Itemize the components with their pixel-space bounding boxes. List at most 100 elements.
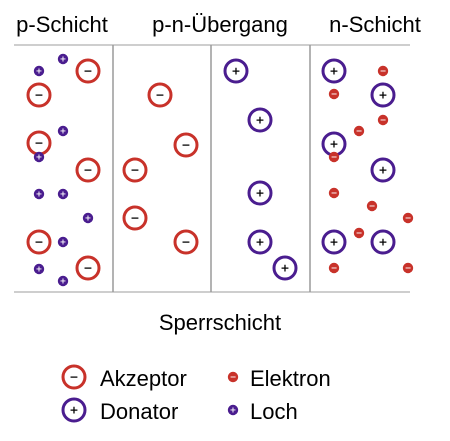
donor-particle-35-sign: + — [378, 164, 387, 177]
legend-donor-symbol-sign: + — [69, 404, 78, 417]
donor-particle-40: + — [370, 229, 396, 255]
donor-particle-23: + — [247, 107, 273, 133]
donor-particle-25-sign: + — [255, 236, 264, 249]
acceptor-particle-17: − — [147, 82, 173, 108]
electron-particle-28-sign: − — [380, 67, 387, 76]
acceptor-particle-4-sign: − — [34, 89, 43, 102]
acceptor-particle-8-sign: − — [83, 164, 92, 177]
electron-particle-38-sign: − — [405, 214, 412, 223]
hole-particle-10: + — [57, 188, 69, 200]
depletion-zone-label: Sperrschicht — [159, 310, 281, 335]
legend-donor-label: Donator — [100, 399, 178, 424]
donor-particle-24: + — [247, 180, 273, 206]
hole-particle-14-ring — [33, 263, 45, 275]
hole-particle-9-sign: + — [36, 190, 43, 199]
electron-particle-43-ring — [402, 262, 414, 274]
hole-particle-9: + — [33, 188, 45, 200]
legend-acceptor-symbol: − — [61, 364, 87, 390]
hole-particle-10-ring — [57, 188, 69, 200]
donor-particle-26-sign: + — [280, 262, 289, 275]
hole-particle-2-sign: + — [60, 55, 67, 64]
hole-particle-13-sign: + — [60, 238, 67, 247]
acceptor-particle-6: − — [26, 130, 52, 156]
legend-hole-label: Loch — [250, 399, 298, 424]
acceptor-particle-19-ring — [122, 157, 148, 183]
legend-acceptor-symbol-ring — [61, 364, 87, 390]
acceptor-particle-16-sign: − — [83, 262, 92, 275]
acceptor-particle-12-sign: − — [34, 236, 43, 249]
electron-particle-41-ring — [353, 227, 365, 239]
hole-particle-9-ring — [33, 188, 45, 200]
donor-particle-39-sign: + — [329, 236, 338, 249]
hole-particle-1-ring — [33, 65, 45, 77]
hole-particle-15-ring — [57, 275, 69, 287]
donor-particle-25: + — [247, 229, 273, 255]
donor-particle-39: + — [321, 229, 347, 255]
acceptor-particle-12-ring — [26, 229, 52, 255]
acceptor-particle-4-ring — [26, 82, 52, 108]
electron-particle-38-ring — [402, 212, 414, 224]
acceptor-particle-3-ring — [75, 58, 101, 84]
hole-particle-10-sign: + — [60, 190, 67, 199]
donor-particle-22-sign: + — [231, 65, 240, 78]
donor-particle-26: + — [272, 255, 298, 281]
legend-hole-symbol: + — [227, 404, 239, 416]
hole-particle-2-ring — [57, 53, 69, 65]
hole-particle-7-ring — [33, 151, 45, 163]
donor-particle-24-sign: + — [255, 187, 264, 200]
donor-particle-23-sign: + — [255, 114, 264, 127]
electron-particle-37-sign: − — [369, 202, 376, 211]
electron-particle-41: − — [353, 227, 365, 239]
electron-particle-29-sign: − — [331, 90, 338, 99]
acceptor-particle-17-sign: − — [155, 89, 164, 102]
donor-particle-30-ring — [370, 82, 396, 108]
legend-acceptor-symbol-sign: − — [69, 371, 78, 384]
electron-particle-28-ring — [377, 65, 389, 77]
legend-hole-symbol-ring — [227, 404, 239, 416]
donor-particle-27-sign: + — [329, 65, 338, 78]
hole-particle-13: + — [57, 236, 69, 248]
donor-particle-33-sign: + — [329, 138, 338, 151]
electron-particle-29: − — [328, 88, 340, 100]
donor-particle-35-ring — [370, 157, 396, 183]
hole-particle-1: + — [33, 65, 45, 77]
electron-particle-34: − — [328, 151, 340, 163]
legend-donor-symbol-ring — [61, 397, 87, 423]
electron-particle-32: − — [353, 125, 365, 137]
acceptor-particle-20: − — [122, 205, 148, 231]
donor-particle-24-ring — [247, 180, 273, 206]
acceptor-particle-3: − — [75, 58, 101, 84]
legend-electron-symbol: − — [227, 371, 239, 383]
electron-particle-34-ring — [328, 151, 340, 163]
header-n-layer: n-Schicht — [329, 12, 421, 37]
hole-particle-5-ring — [57, 125, 69, 137]
legend: Akzeptor Elektron Donator Loch − − + + — [61, 364, 331, 424]
header-junction: p-n-Übergang — [152, 12, 288, 37]
acceptor-particle-19: − — [122, 157, 148, 183]
electron-particle-42-sign: − — [331, 264, 338, 273]
electron-particle-36: − — [328, 187, 340, 199]
donor-particle-22: + — [223, 58, 249, 84]
electron-particle-31: − — [377, 114, 389, 126]
electron-particle-41-sign: − — [356, 229, 363, 238]
hole-particle-11-ring — [82, 212, 94, 224]
acceptor-particle-20-sign: − — [130, 212, 139, 225]
electron-particle-42: − — [328, 262, 340, 274]
layer-grid — [14, 44, 410, 293]
legend-acceptor-label: Akzeptor — [100, 366, 187, 391]
donor-particle-27: + — [321, 58, 347, 84]
header-p-layer: p-Schicht — [16, 12, 108, 37]
acceptor-particle-8-ring — [75, 157, 101, 183]
hole-particle-1-sign: + — [36, 67, 43, 76]
acceptor-particle-18-sign: − — [181, 139, 190, 152]
electron-particle-43-sign: − — [405, 264, 412, 273]
legend-electron-symbol-ring — [227, 371, 239, 383]
hole-particle-15-sign: + — [60, 277, 67, 286]
legend-electron-symbol-sign: − — [230, 373, 237, 382]
hole-particle-7-sign: + — [36, 153, 43, 162]
hole-particle-14: + — [33, 263, 45, 275]
acceptor-particle-3-sign: − — [83, 65, 92, 78]
donor-particle-23-ring — [247, 107, 273, 133]
electron-particle-28: − — [377, 65, 389, 77]
